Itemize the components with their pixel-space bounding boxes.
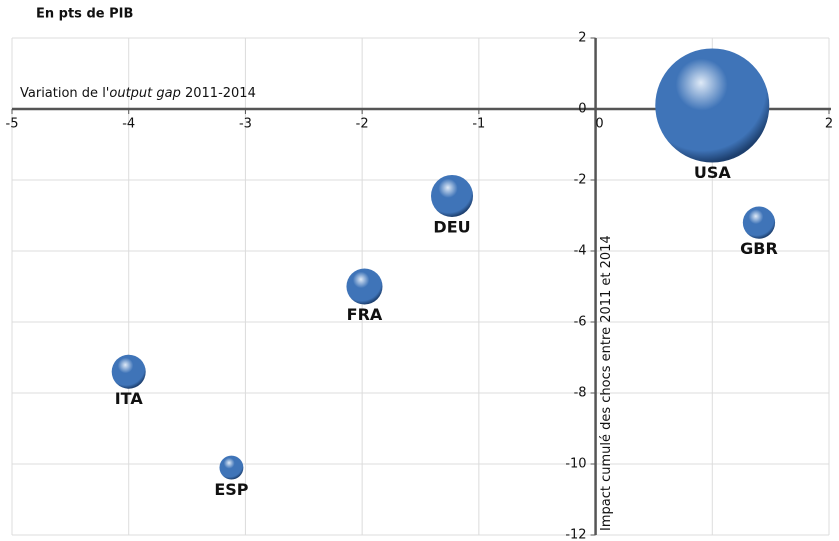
bubble-label: GBR xyxy=(740,239,778,258)
x-tick-label: -5 xyxy=(6,117,19,132)
bubble-label: ESP xyxy=(214,480,248,499)
y-tick-label: -4 xyxy=(574,244,587,259)
bubble xyxy=(346,268,383,305)
x-tick-label: -2 xyxy=(356,117,369,132)
x-axis-label-part: 2011-2014 xyxy=(181,86,256,101)
x-tick-label: 0 xyxy=(595,117,603,132)
y-tick-label: -12 xyxy=(565,528,586,541)
x-axis-label: Variation de l'output gap 2011-2014 xyxy=(20,86,256,101)
bubble-label: ITA xyxy=(115,389,144,408)
y-tick-label: -8 xyxy=(574,386,587,401)
y-axis-label: Impact cumulé des chocs entre 2011 et 20… xyxy=(599,235,614,531)
bubble xyxy=(111,354,146,389)
x-tick-label: 2 xyxy=(825,117,833,132)
chart-title: En pts de PIB xyxy=(36,7,133,22)
x-axis-label-part: Variation de l' xyxy=(20,86,109,101)
x-tick-label: -3 xyxy=(239,117,252,132)
y-tick-label: -2 xyxy=(574,173,587,188)
bubble xyxy=(742,206,776,239)
bubble-label: USA xyxy=(694,163,732,182)
y-tick-label: -6 xyxy=(574,315,587,330)
x-tick-label: -1 xyxy=(472,117,485,132)
x-tick-label: -4 xyxy=(122,117,135,132)
y-tick-label: -10 xyxy=(565,457,586,472)
bubble-label: FRA xyxy=(347,305,383,324)
y-tick-label: 0 xyxy=(578,102,586,117)
bubble xyxy=(430,174,474,217)
bubble-label: DEU xyxy=(433,217,470,236)
x-axis-label-part: output gap xyxy=(109,86,180,101)
bubble xyxy=(655,48,770,163)
bubble xyxy=(219,455,244,480)
y-tick-label: 2 xyxy=(578,31,586,46)
